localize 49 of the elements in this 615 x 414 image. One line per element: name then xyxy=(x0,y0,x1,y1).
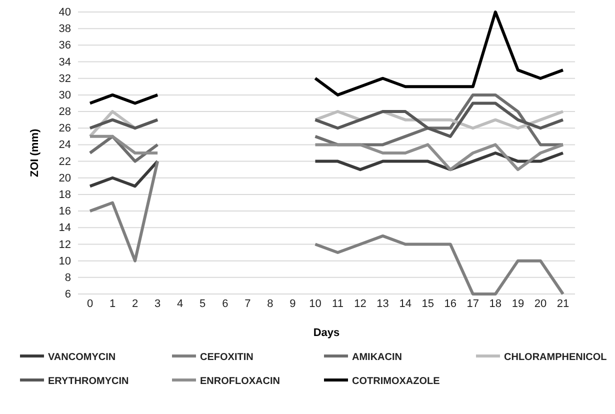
y-tick-label: 24 xyxy=(58,139,71,152)
legend-label: AMIKACIN xyxy=(352,352,402,363)
x-tick-label: 3 xyxy=(154,298,161,310)
legend-label: ENROFLOXACIN xyxy=(200,376,280,387)
x-tick-label: 19 xyxy=(512,298,524,310)
x-tick-label: 8 xyxy=(267,298,274,310)
y-tick-label: 8 xyxy=(64,272,71,284)
legend-label: COTRIMOXAZOLE xyxy=(352,376,440,387)
y-tick-label: 26 xyxy=(58,122,71,135)
x-tick-label: 6 xyxy=(222,298,228,310)
legend-label: ERYTHROMYCIN xyxy=(48,376,129,387)
x-tick-label: 13 xyxy=(376,298,389,310)
y-tick-label: 30 xyxy=(58,89,71,102)
x-tick-label: 16 xyxy=(444,298,457,310)
y-tick-label: 18 xyxy=(58,188,71,201)
x-tick-label: 12 xyxy=(354,298,366,310)
y-axis-title: ZOI (mm) xyxy=(29,128,41,178)
y-tick-label: 36 xyxy=(58,40,71,52)
y-tick-label: 22 xyxy=(58,156,71,168)
x-tick-label: 7 xyxy=(244,298,251,310)
x-tick-label: 11 xyxy=(332,298,344,310)
x-tick-label: 15 xyxy=(422,298,434,310)
y-tick-label: 32 xyxy=(58,72,71,85)
x-axis-title: Days xyxy=(313,327,340,339)
x-tick-label: 17 xyxy=(466,298,480,310)
y-tick-label: 40 xyxy=(58,6,71,19)
y-tick-label: 6 xyxy=(64,288,71,301)
y-tick-label: 14 xyxy=(58,222,71,234)
x-tick-label: 5 xyxy=(200,298,206,310)
y-tick-label: 28 xyxy=(58,106,71,118)
y-tick-label: 34 xyxy=(58,56,71,68)
x-tick-label: 18 xyxy=(489,298,502,310)
x-tick-label: 0 xyxy=(86,298,94,310)
x-tick-label: 20 xyxy=(534,298,547,310)
legend-label: CEFOXITIN xyxy=(200,352,254,363)
legend-label: VANCOMYCIN xyxy=(48,352,116,363)
x-tick-label: 21 xyxy=(556,298,570,310)
legend-label: CHLORAMPHENICOL xyxy=(504,352,607,363)
x-tick-label: 2 xyxy=(132,298,138,310)
y-tick-label: 10 xyxy=(58,255,71,268)
x-tick-label: 14 xyxy=(399,298,412,310)
y-tick-label: 38 xyxy=(58,23,71,36)
y-tick-label: 20 xyxy=(58,172,71,184)
y-tick-label: 16 xyxy=(58,206,71,218)
x-tick-label: 9 xyxy=(290,298,296,310)
x-tick-label: 10 xyxy=(309,298,322,310)
x-tick-label: 1 xyxy=(109,298,116,310)
y-tick-label: 12 xyxy=(58,238,71,251)
x-tick-label: 4 xyxy=(177,298,184,310)
